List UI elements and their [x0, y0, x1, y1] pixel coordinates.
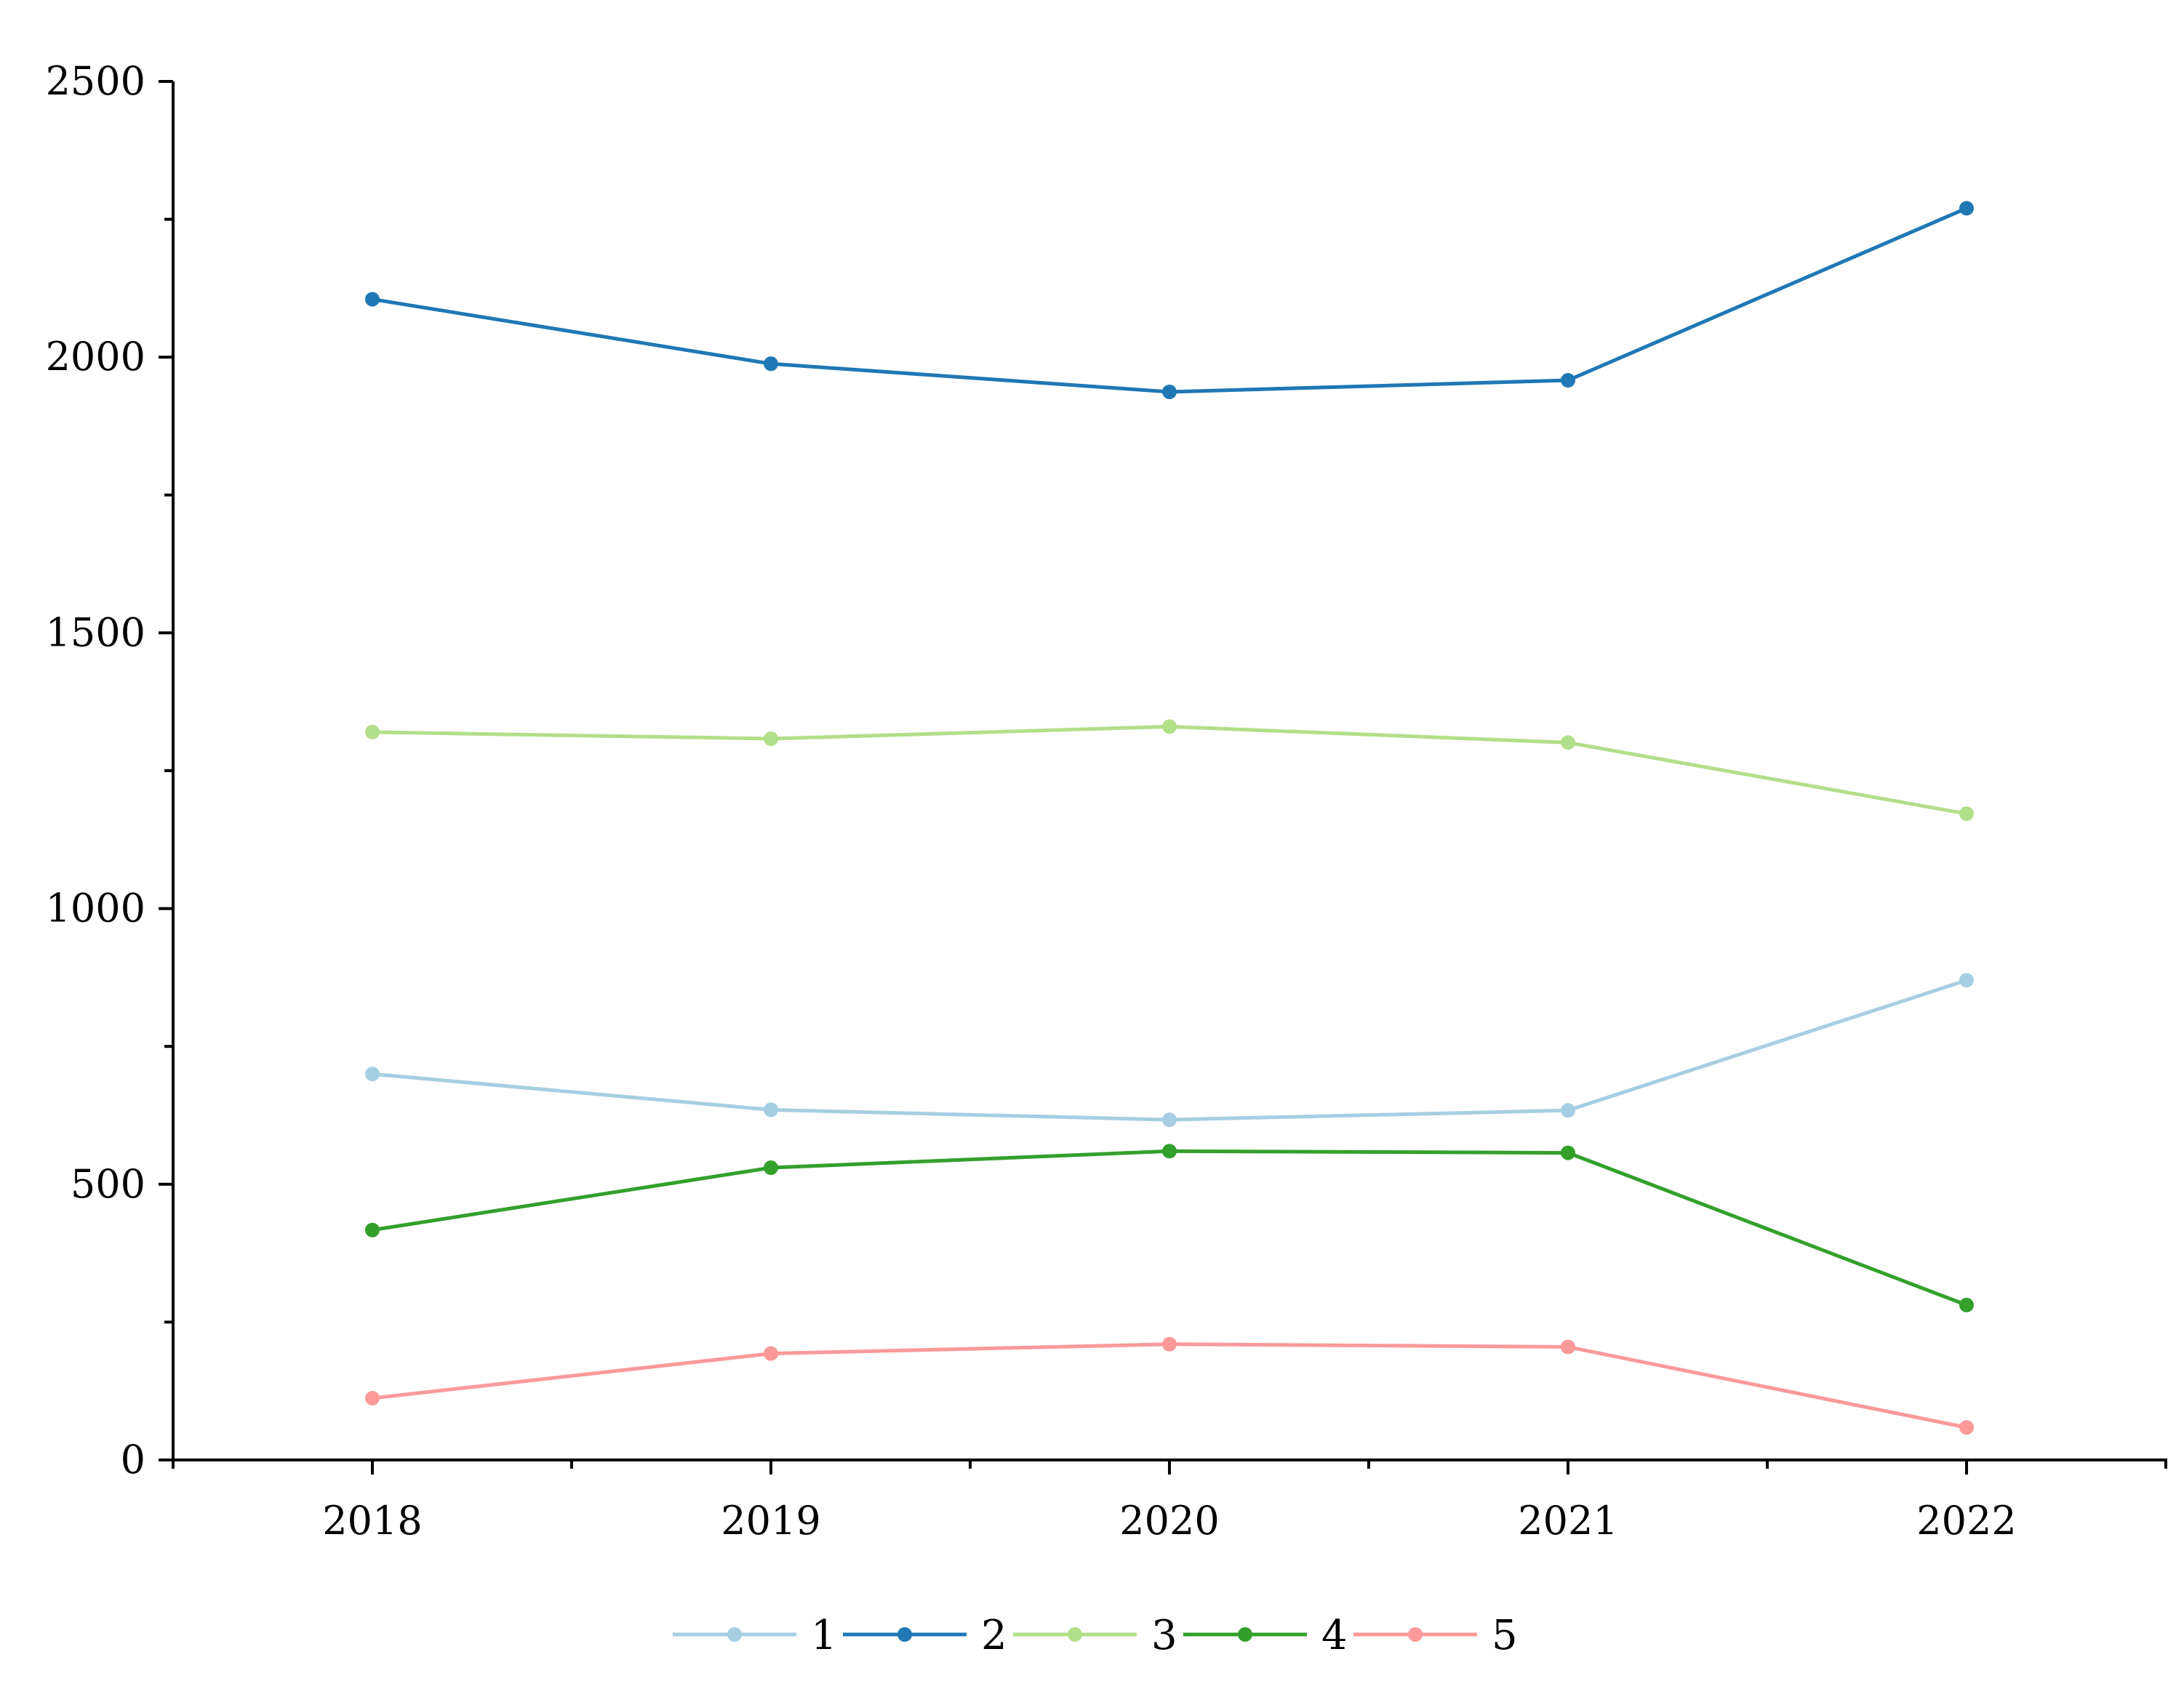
x-tick-label: 2019	[721, 1498, 820, 1544]
series-line-2	[372, 206, 1967, 394]
y-tick-label: 2000	[46, 334, 145, 380]
x-tick-label: 2021	[1518, 1498, 1617, 1544]
data-point-2-2018	[365, 292, 380, 307]
data-point-5-2018	[365, 1391, 380, 1406]
legend-item-5[interactable]: 5	[1353, 1612, 1518, 1659]
legend-item-4[interactable]: 4	[1183, 1612, 1348, 1659]
data-point-2-2019	[764, 356, 778, 372]
data-point-4-2019	[764, 1160, 778, 1176]
data-point-1-2019	[764, 1102, 778, 1118]
legend-swatch-marker	[1238, 1627, 1252, 1642]
legend-item-1[interactable]: 1	[673, 1612, 837, 1659]
data-point-4-2021	[1561, 1145, 1575, 1160]
legend-item-2[interactable]: 2	[843, 1612, 1007, 1659]
data-point-3-2018	[365, 724, 380, 739]
legend-swatch-marker	[1068, 1627, 1082, 1642]
series-3	[365, 719, 1974, 822]
x-tick-label: 2018	[322, 1498, 422, 1544]
legend-label: 4	[1321, 1612, 1348, 1659]
data-point-3-2022	[1959, 806, 1974, 822]
data-point-1-2022	[1959, 973, 1974, 988]
x-tick-label: 2020	[1119, 1498, 1219, 1544]
series-line-1	[372, 978, 1967, 1122]
y-tick-label: 0	[121, 1437, 145, 1483]
series-line-5	[372, 1342, 1967, 1429]
data-point-4-2022	[1959, 1297, 1974, 1312]
data-point-5-2020	[1162, 1336, 1177, 1352]
y-tick-label: 1500	[46, 609, 145, 655]
y-tick-label: 500	[71, 1161, 145, 1207]
data-point-4-2020	[1162, 1144, 1177, 1159]
series-5	[365, 1336, 1974, 1435]
data-point-2-2021	[1561, 373, 1575, 388]
series-line-3	[372, 724, 1967, 816]
series-line-4	[372, 1149, 1967, 1307]
x-tick-label: 2022	[1916, 1498, 2016, 1544]
data-point-4-2018	[365, 1222, 380, 1237]
legend-item-3[interactable]: 3	[1013, 1612, 1177, 1659]
legend-swatch-marker	[1408, 1627, 1423, 1642]
series-1	[365, 973, 1974, 1128]
data-point-2-2020	[1162, 384, 1177, 399]
legend-swatch-marker	[897, 1627, 912, 1642]
legend-label: 1	[811, 1612, 837, 1659]
data-point-1-2020	[1162, 1112, 1177, 1128]
data-point-5-2022	[1959, 1420, 1974, 1435]
y-tick-label: 2500	[46, 58, 145, 104]
data-point-5-2019	[764, 1346, 778, 1361]
series-2	[365, 201, 1974, 399]
y-tick-label: 1000	[46, 886, 145, 931]
data-point-3-2019	[764, 731, 778, 747]
data-point-3-2021	[1561, 735, 1575, 750]
series-4	[365, 1144, 1974, 1312]
data-point-3-2020	[1162, 719, 1177, 734]
data-point-1-2021	[1561, 1103, 1575, 1118]
legend-label: 3	[1151, 1612, 1177, 1659]
legend-label: 5	[1492, 1612, 1518, 1659]
legend-swatch-marker	[727, 1627, 742, 1642]
series-group	[365, 201, 1974, 1435]
axes: 0 500 1000 1500 2000 2500 2018 2019 2020 2021 2022	[46, 58, 2167, 1544]
data-point-2-2022	[1959, 201, 1974, 216]
data-point-1-2018	[365, 1067, 380, 1082]
legend: 1 2 3 4 5	[673, 1612, 1518, 1659]
data-point-5-2021	[1561, 1339, 1575, 1355]
legend-label: 2	[981, 1612, 1007, 1659]
